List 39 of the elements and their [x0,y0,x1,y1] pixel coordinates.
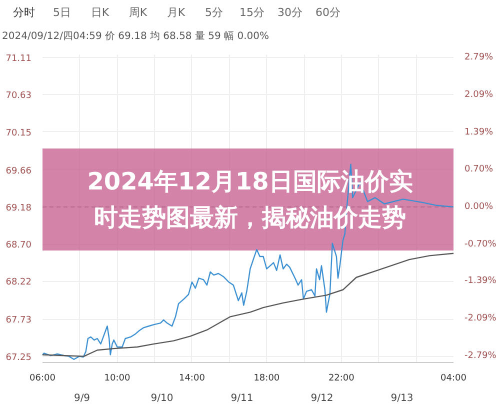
text: 15分 [238,6,266,20]
y-tick-label: 70.63 [6,91,32,102]
text: 5分 [204,6,224,20]
x-tick-label: 04:00 [440,374,467,384]
text: 9/12 [310,392,334,406]
y2-tick-label: 0.70% [464,164,494,174]
y-tick-label: 67.25 [6,352,32,363]
y2-tick-label: 2.09% [464,90,494,100]
x-tick-label: 14:00 [178,374,206,384]
text: 9/11 [230,392,254,406]
y2-tick-label: -2.09% [464,314,497,324]
y-tick-label: 68.22 [6,278,32,288]
y-tick-label: 71.11 [6,54,32,64]
y2-tick-label: -0.70% [464,239,497,250]
y2-tick-label: 1.39% [464,128,494,138]
text: 9/10 [150,392,174,406]
text: 30分 [276,6,304,20]
y-tick-label: 70.15 [6,128,32,138]
y-tick-label: 69.66 [6,166,32,176]
x-tick-label: 10:00 [104,374,130,384]
y-tick-label: 68.70 [6,240,32,251]
y2-tick-label: -1.39% [464,276,497,286]
x-tick-label: 22:00 [328,374,355,384]
x-tick-label: 18:00 [254,374,280,384]
text: 日K [90,6,110,20]
text: 2024/09/12/四04:59 价 69.18 均 68.58 量 59 幅 0.00% [2,30,270,44]
text: 60分 [314,6,342,20]
y-tick-label: 67.73 [6,316,32,326]
x-tick-label: 06:00 [30,374,56,384]
text: 月K [166,6,186,20]
text: 5日 [52,6,72,20]
y2-tick-label: -2.79% [464,351,497,362]
y2-tick-label: 0.00% [464,202,494,212]
text: 周K [128,6,148,20]
text: 9/13 [390,392,414,406]
y-tick-label: 69.18 [6,203,32,214]
text: 分时 [12,6,36,20]
text: 9/9 [72,392,92,406]
y2-tick-label: 2.79% [464,52,494,63]
